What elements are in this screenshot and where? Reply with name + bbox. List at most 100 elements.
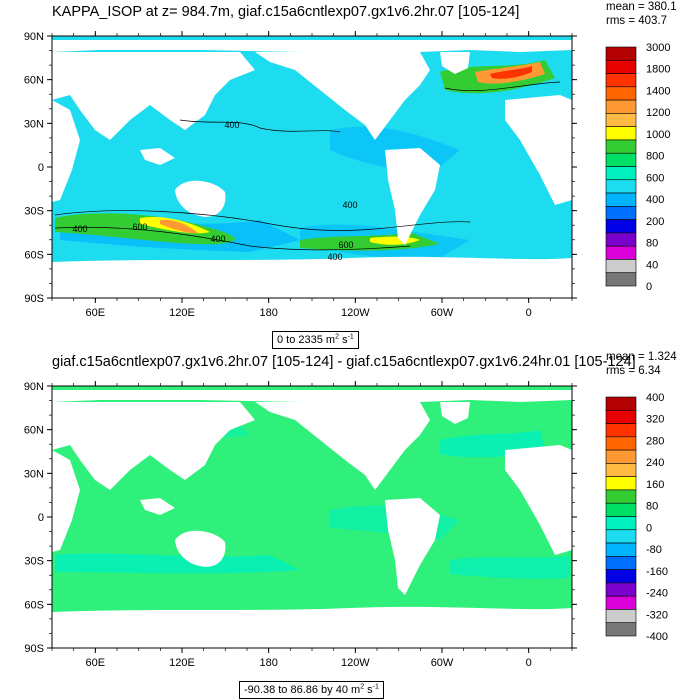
colorbar-swatch: [605, 192, 637, 207]
colorbar-label: 1000: [646, 129, 670, 141]
lat-label: 30N: [24, 118, 44, 130]
colorbar-swatch: [605, 99, 637, 114]
colorbar-swatch: [605, 595, 637, 610]
colorbar-swatch: [605, 423, 637, 438]
lon-label: 60E: [86, 657, 106, 669]
colorbar-swatch: [605, 113, 637, 127]
colorbar-label: 80: [646, 238, 658, 250]
colorbar-label: 800: [646, 151, 664, 163]
stat-mean: mean = 1.324: [606, 351, 677, 363]
lat-label: 90N: [24, 31, 44, 43]
range-label: 0 to 2335 m2 s-1: [272, 331, 359, 349]
panel-bottom-difference-map: giaf.c15a6cntlexp07.gx1v6.2hr.07 [105-12…: [0, 350, 700, 700]
colorbar-label: 320: [646, 414, 664, 426]
colorbar-label: -240: [646, 588, 668, 600]
map-svg-bottom: 90N 60N 30N 0 30S 60S 90S 60E 120E 180 120W 60W 0 4…: [24, 381, 668, 669]
colorbar-label: 1200: [646, 107, 670, 119]
colorbar-label: -320: [646, 609, 668, 621]
lat-label: 90N: [24, 381, 44, 393]
lat-label: 0: [38, 512, 44, 524]
lat-label: 0: [38, 162, 44, 174]
colorbar-label: 3000: [646, 42, 670, 54]
colorbar-swatch: [605, 259, 637, 274]
lon-label: 0: [526, 657, 532, 669]
colorbar-swatch: [605, 59, 637, 74]
colorbar-swatch: [605, 489, 637, 504]
colorbar-swatch: [605, 409, 637, 424]
lon-label: 120W: [341, 657, 370, 669]
colorbar-swatch: [605, 86, 637, 101]
colorbar-swatch: [605, 436, 637, 451]
colorbar-label: 280: [646, 435, 664, 447]
colorbar-swatch: [605, 272, 637, 287]
lon-tick-labels: 60E 120E 180 120W 60W 0: [51, 381, 573, 669]
colorbar-swatch: [605, 166, 637, 181]
lat-label: 90S: [24, 293, 44, 305]
colorbar-swatch: [605, 449, 637, 464]
stat-mean: mean = 380.1: [606, 1, 677, 13]
lat-label: 30S: [24, 556, 44, 568]
lat-label: 60S: [24, 599, 44, 611]
colorbar-label: 1800: [646, 64, 670, 76]
colorbar-label: 0: [646, 522, 652, 534]
lat-tick-labels: 90N 60N 30N 0 30S 60S 90S: [24, 31, 577, 305]
colorbar-swatch: [605, 396, 637, 411]
panel-top-kappa-map: KAPPA_ISOP at z= 984.7m, giaf.c15a6cntle…: [24, 0, 677, 349]
colorbar-swatch: [605, 219, 637, 234]
colorbar-label: 1400: [646, 85, 670, 97]
range-label: -90.38 to 86.86 by 40 m2 s-1: [239, 681, 384, 699]
contour-label: 400: [210, 234, 225, 244]
lon-label: 60E: [86, 307, 106, 319]
stats-block: mean = 1.324 rms = 6.34: [606, 350, 677, 378]
colorbar-swatch: [605, 529, 637, 544]
stat-rms: rms = 6.34: [606, 365, 661, 377]
lon-label: 60W: [431, 307, 454, 319]
colorbar-label: 400: [646, 392, 664, 404]
colorbar-label: -160: [646, 566, 668, 578]
colorbar-swatch: [605, 179, 637, 194]
lat-label: 60N: [24, 425, 44, 437]
panel-title: KAPPA_ISOP at z= 984.7m, giaf.c15a6cntle…: [52, 4, 520, 20]
colorbar-label: 200: [646, 216, 664, 228]
stats-block: mean = 380.1 rms = 403.7: [606, 0, 677, 28]
colorbar-swatch: [605, 476, 637, 491]
colorbar-swatch: [605, 609, 637, 624]
contour-label: 400: [224, 120, 239, 130]
colorbar-swatch: [605, 516, 637, 531]
map-area: [52, 386, 572, 648]
colorbar-label: -400: [646, 631, 668, 643]
panel-title: giaf.c15a6cntlexp07.gx1v6.2hr.07 [105-12…: [52, 354, 636, 370]
colorbar-swatch: [605, 569, 637, 584]
colorbar-label: 600: [646, 172, 664, 184]
map-area: [52, 36, 572, 298]
colorbar-swatch: [605, 73, 637, 88]
colorbar-swatch: [605, 502, 637, 517]
lat-tick-labels: 90N 60N 30N 0 30S 60S 90S: [24, 381, 577, 655]
contour-label: 400: [327, 252, 342, 262]
colorbar-swatch: [605, 152, 637, 167]
colorbar-swatch: [605, 463, 637, 477]
colorbar-swatch: [605, 556, 637, 570]
map-svg-top: 90N 60N 30N 0 30S 60S 90S 60E 120E 180 120W 60W 0 4…: [24, 31, 670, 319]
colorbar-swatch: [605, 542, 637, 557]
colorbar-swatch: [605, 126, 637, 141]
lon-label: 120W: [341, 307, 370, 319]
contour-label: 600: [132, 222, 147, 232]
stat-rms: rms = 403.7: [606, 15, 668, 27]
colorbar-label: 160: [646, 479, 664, 491]
colorbar-swatch: [605, 232, 637, 247]
colorbar-label: 40: [646, 259, 658, 271]
colorbar-label: 240: [646, 457, 664, 469]
colorbar-label: 0: [646, 281, 652, 293]
lon-label: 0: [526, 307, 532, 319]
colorbar-swatch: [605, 582, 637, 597]
lat-label: 30N: [24, 468, 44, 480]
lon-label: 60W: [431, 657, 454, 669]
contour-label: 400: [72, 224, 87, 234]
lat-label: 60S: [24, 249, 44, 261]
colorbar-label: 80: [646, 501, 658, 513]
lon-label: 180: [259, 307, 277, 319]
colorbar-swatch: [605, 245, 637, 260]
colorbar: 400 320 280 240 160 80 0 -80 -160 -240 -320 -400: [605, 392, 668, 643]
